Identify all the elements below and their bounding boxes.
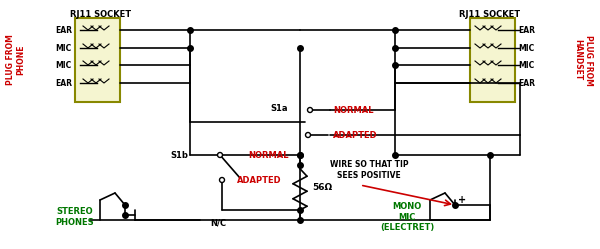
Text: +: + bbox=[458, 195, 466, 205]
Text: NORMAL: NORMAL bbox=[333, 106, 373, 115]
Text: MIC: MIC bbox=[56, 44, 72, 53]
Text: N/C: N/C bbox=[210, 219, 226, 228]
Text: MIC: MIC bbox=[518, 44, 534, 53]
Circle shape bbox=[305, 132, 311, 137]
Text: WIRE SO THAT TIP
SEES POSITIVE: WIRE SO THAT TIP SEES POSITIVE bbox=[330, 160, 409, 180]
Circle shape bbox=[218, 152, 223, 158]
Text: 56Ω: 56Ω bbox=[312, 183, 332, 192]
Text: S1a: S1a bbox=[271, 104, 288, 113]
Text: S1b: S1b bbox=[170, 150, 188, 160]
Text: EAR: EAR bbox=[55, 78, 72, 87]
Text: RJ11 SOCKET: RJ11 SOCKET bbox=[70, 10, 131, 19]
Text: EAR: EAR bbox=[518, 78, 535, 87]
Circle shape bbox=[220, 178, 224, 183]
FancyBboxPatch shape bbox=[75, 18, 120, 102]
Text: ADAPTED: ADAPTED bbox=[333, 130, 377, 139]
Text: ADAPTED: ADAPTED bbox=[237, 176, 281, 185]
Text: RJ11 SOCKET: RJ11 SOCKET bbox=[459, 10, 520, 19]
Text: MIC: MIC bbox=[56, 61, 72, 69]
Text: MONO
MIC
(ELECTRET): MONO MIC (ELECTRET) bbox=[380, 202, 434, 232]
Text: NORMAL: NORMAL bbox=[248, 150, 289, 160]
Text: EAR: EAR bbox=[55, 25, 72, 35]
Text: PLUG FROM
HANDSET: PLUG FROM HANDSET bbox=[574, 35, 593, 85]
FancyBboxPatch shape bbox=[470, 18, 515, 102]
Circle shape bbox=[308, 108, 313, 113]
Text: PLUG FROM
PHONE: PLUG FROM PHONE bbox=[6, 35, 26, 85]
Text: MIC: MIC bbox=[518, 61, 534, 69]
Text: STEREO
PHONES: STEREO PHONES bbox=[55, 207, 94, 227]
Text: EAR: EAR bbox=[518, 25, 535, 35]
